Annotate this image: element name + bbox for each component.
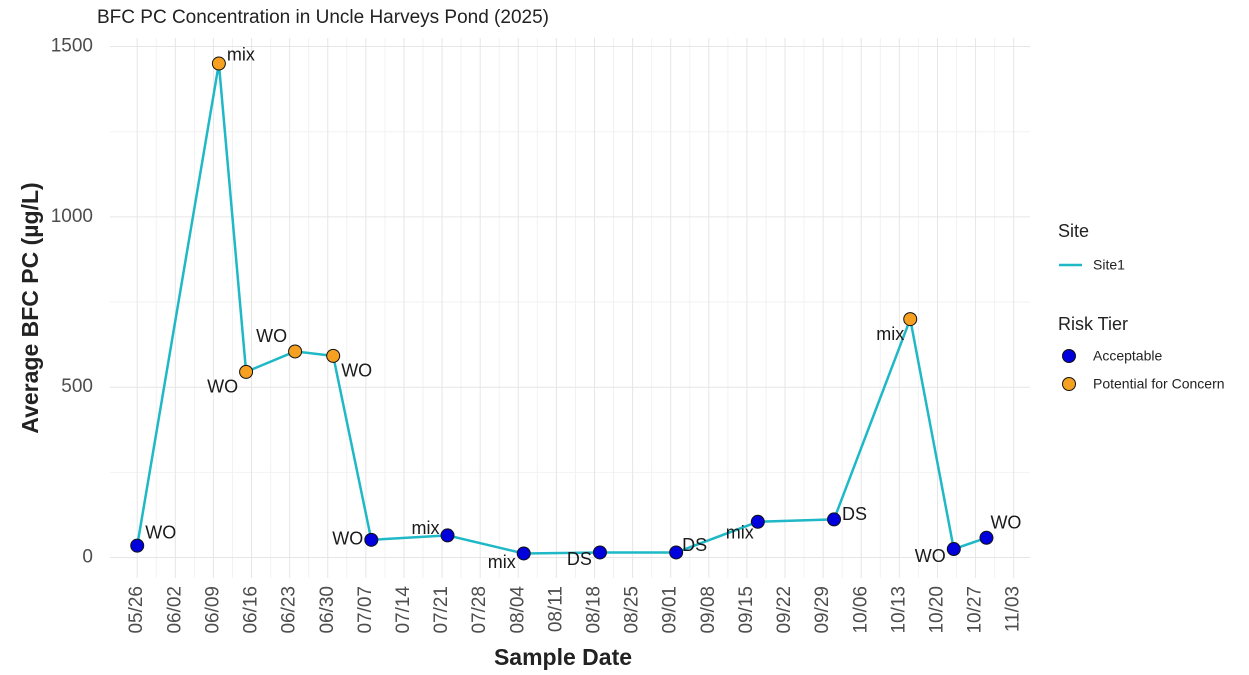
data-point [946, 542, 961, 557]
point-label: DS [682, 535, 707, 555]
data-point [364, 532, 379, 547]
x-tick-label: 07/28 [469, 586, 490, 634]
x-tick-label: 06/23 [279, 586, 300, 634]
point-label: WO [332, 529, 363, 549]
legend-marker [1062, 377, 1076, 391]
data-point [750, 514, 765, 529]
data-point [130, 538, 145, 553]
x-tick-label: 07/14 [393, 586, 414, 634]
x-tick-label: 10/13 [888, 586, 909, 634]
x-tick-label: 07/21 [431, 586, 452, 634]
x-tick-label: 06/30 [317, 586, 338, 634]
data-point [592, 545, 607, 560]
x-tick-label: 09/08 [698, 586, 719, 634]
x-tick-label: 09/01 [660, 586, 681, 634]
point-label: mix [876, 324, 904, 344]
data-point [827, 512, 842, 527]
y-tick-label: 500 [61, 376, 93, 397]
data-point [669, 545, 684, 560]
y-tick-label: 1500 [51, 36, 93, 57]
data-point [288, 344, 303, 359]
point-label: mix [412, 518, 440, 538]
x-tick-label: 08/04 [507, 586, 528, 634]
x-tick-label: 11/03 [1003, 586, 1024, 632]
legend-title: Site [1058, 221, 1089, 241]
x-axis-label: Sample Date [494, 644, 632, 670]
x-tick-label: 10/20 [926, 586, 947, 634]
point-label: WO [915, 546, 946, 566]
legend-label: Acceptable [1093, 348, 1162, 364]
x-tick-label: 09/29 [812, 586, 833, 634]
x-tick-label: 10/06 [850, 586, 871, 634]
x-tick-label: 06/02 [164, 586, 185, 634]
legend-title: Risk Tier [1058, 314, 1128, 334]
point-label: mix [726, 523, 754, 543]
data-point [979, 530, 994, 545]
x-tick-label: 10/27 [965, 586, 986, 634]
chart-title: BFC PC Concentration in Uncle Harveys Po… [97, 7, 549, 28]
x-tick-label: 08/11 [545, 586, 566, 632]
point-label: mix [227, 44, 255, 64]
x-tick-label: 06/09 [202, 586, 223, 634]
x-tick-label: 08/18 [584, 586, 605, 634]
point-label: WO [145, 522, 176, 542]
x-tick-label: 08/25 [622, 586, 643, 634]
x-tick-label: 06/16 [241, 586, 262, 634]
point-label: WO [256, 326, 287, 346]
legend-label: Potential for Concern [1093, 376, 1225, 392]
data-point [326, 348, 341, 363]
point-label: WO [207, 377, 238, 397]
data-point [211, 56, 226, 71]
data-point [440, 528, 455, 543]
grid [110, 38, 1030, 578]
x-tick-label: 09/22 [774, 586, 795, 634]
x-tick-label: 09/15 [736, 586, 757, 634]
point-label: mix [488, 552, 516, 572]
x-tick-label: 07/07 [355, 586, 376, 634]
y-tick-label: 1000 [51, 206, 93, 227]
y-axis-label: Average BFC PC (µg/L) [17, 182, 43, 433]
x-tick-label: 05/26 [126, 586, 147, 634]
series-line [135, 63, 987, 555]
legend-marker [1062, 349, 1076, 363]
legend-label: Site1 [1093, 257, 1125, 273]
y-tick-label: 0 [82, 547, 93, 568]
data-point [516, 546, 531, 561]
point-label: DS [842, 504, 867, 524]
data-point [903, 312, 918, 327]
point-label: WO [990, 513, 1021, 533]
data-point [239, 364, 254, 379]
point-label: WO [341, 361, 372, 381]
point-label: DS [567, 549, 592, 569]
